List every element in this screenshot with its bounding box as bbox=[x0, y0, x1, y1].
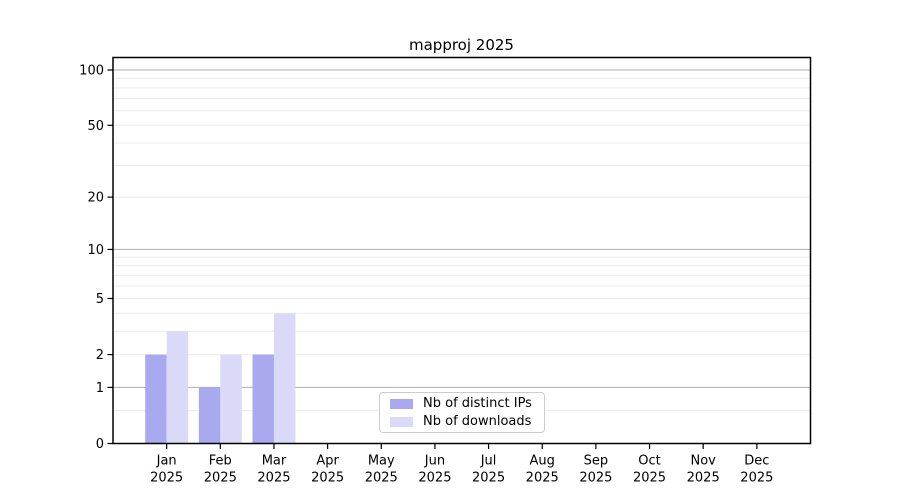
x-tick-labels: Jan 2025 Feb 2025 Mar 2025 Apr 2025 May 2025 Jun 20… bbox=[150, 454, 773, 486]
x-tick-label-month: Nov bbox=[691, 454, 717, 469]
x-tick-label-month: Dec bbox=[744, 454, 769, 469]
x-tick-label-month: Jun bbox=[424, 454, 445, 469]
x-tick-label-month: May bbox=[368, 454, 395, 469]
bar-downloads-jan bbox=[166, 331, 189, 444]
chart-title: mapproj 2025 bbox=[409, 36, 514, 54]
x-tick-label-year: 2025 bbox=[633, 471, 666, 486]
y-tick-label: 100 bbox=[79, 63, 104, 78]
axes bbox=[112, 56, 812, 445]
x-tick-label-month: Sep bbox=[584, 454, 609, 469]
y-tick-labels: 0 1 2 5 10 20 50 100 bbox=[79, 63, 104, 452]
x-tick-label-year: 2025 bbox=[257, 471, 290, 486]
y-tick-label: 5 bbox=[96, 292, 104, 307]
legend-item-downloads: Nb of downloads bbox=[390, 414, 544, 429]
legend-swatch-downloads bbox=[390, 416, 413, 427]
x-tick-label-year: 2025 bbox=[472, 471, 505, 486]
x-tick-label-month: Feb bbox=[209, 454, 232, 469]
tick-marks bbox=[107, 69, 758, 449]
x-tick-label-year: 2025 bbox=[150, 471, 183, 486]
x-tick-label-month: Aug bbox=[530, 454, 555, 469]
legend-swatch-distinct-ips bbox=[390, 398, 413, 409]
y-tick-label: 0 bbox=[96, 437, 104, 452]
y-tick-label: 2 bbox=[96, 348, 104, 363]
y-tick-label: 50 bbox=[87, 119, 104, 134]
bar-distinct-ips-jan bbox=[145, 354, 167, 444]
x-tick-label-month: Mar bbox=[262, 454, 287, 469]
legend: Nb of distinct IPs Nb of downloads bbox=[379, 392, 545, 433]
x-tick-label-year: 2025 bbox=[418, 471, 451, 486]
bar-distinct-ips-feb bbox=[198, 387, 221, 444]
x-tick-label-year: 2025 bbox=[204, 471, 237, 486]
bar-distinct-ips-mar bbox=[252, 354, 274, 444]
minor-gridlines bbox=[113, 77, 811, 412]
x-tick-label-year: 2025 bbox=[687, 471, 720, 486]
x-tick-label-year: 2025 bbox=[526, 471, 559, 486]
legend-label-distinct-ips: Nb of distinct IPs bbox=[423, 396, 532, 411]
legend-label-downloads: Nb of downloads bbox=[423, 414, 532, 429]
bars bbox=[145, 313, 296, 444]
x-tick-label-year: 2025 bbox=[365, 471, 398, 486]
axis-spines bbox=[112, 56, 812, 445]
y-tick-label: 1 bbox=[96, 381, 104, 396]
y-tick-label: 10 bbox=[87, 243, 104, 258]
x-tick-label-year: 2025 bbox=[740, 471, 773, 486]
bar-downloads-mar bbox=[273, 313, 296, 444]
x-tick-label-month: Apr bbox=[316, 454, 339, 469]
x-tick-label-month: Oct bbox=[638, 454, 660, 469]
y-tick-label: 20 bbox=[87, 191, 104, 206]
major-gridlines bbox=[113, 69, 811, 388]
x-tick-label-month: Jul bbox=[480, 454, 497, 469]
legend-item-distinct-ips: Nb of distinct IPs bbox=[390, 396, 544, 411]
bar-downloads-feb bbox=[220, 354, 242, 444]
x-tick-label-month: Jan bbox=[156, 454, 177, 469]
x-tick-label-year: 2025 bbox=[579, 471, 612, 486]
x-tick-label-year: 2025 bbox=[311, 471, 344, 486]
